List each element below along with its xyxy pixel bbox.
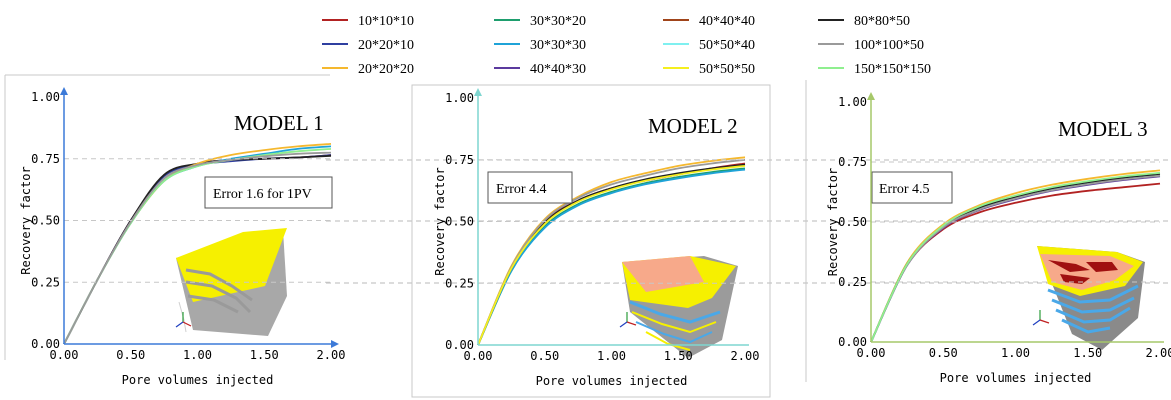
y-tick-label: 1.00	[445, 91, 474, 105]
model-1-3d-block	[176, 228, 287, 336]
legend-label: 80*80*50	[854, 14, 910, 29]
y-axis-label: Recovery factor	[19, 166, 33, 274]
y-tick-label: 0.75	[445, 153, 474, 167]
model-1-title: MODEL 1	[234, 111, 324, 135]
x-tick-label: 2.00	[731, 349, 760, 363]
model-1-error-text: Error 1.6 for 1PV	[213, 187, 312, 202]
series-line-7	[63, 151, 332, 345]
y-tick-label: 0.25	[445, 276, 474, 290]
x-tick-label: 1.50	[1073, 346, 1102, 360]
model-1-axes-triad-icon	[175, 312, 192, 328]
cross-panel-guides	[326, 159, 1171, 284]
y-tick-label: 0.50	[445, 215, 474, 229]
series-line-7	[477, 165, 746, 346]
model-3-error-box	[871, 171, 953, 204]
x-axis-arrow-icon	[331, 340, 339, 348]
x-tick-label: 1.50	[664, 349, 693, 363]
legend-label: 40*40*30	[530, 62, 586, 77]
model-2-error-text: Error 4.4	[496, 182, 547, 197]
model-2-axes-triad-icon	[619, 312, 637, 328]
axes	[474, 88, 749, 346]
legend-label: 20*20*10	[358, 38, 414, 53]
model-3-axes-triad-icon	[1032, 310, 1050, 326]
model-2-3d-block	[622, 256, 738, 358]
series-line-4	[477, 168, 746, 346]
legend-label: 20*20*20	[358, 62, 414, 77]
legend-label: 50*50*40	[699, 38, 755, 53]
chart-model-2: MODEL 2 Error 4.4 0.00 0.50 1.00 1.50 2.00 0.…	[433, 88, 759, 388]
x-tick-label: 2.00	[317, 348, 346, 362]
series-line-7	[870, 171, 1161, 343]
legend-label: 30*30*30	[530, 38, 586, 53]
chart-model-3: MODEL 3 Error 4.5 0.00 0.50 1.00 1.50 2.00 0.…	[826, 92, 1171, 385]
y-tick-label: 0.25	[838, 275, 867, 289]
x-tick-label: 0.00	[50, 348, 79, 362]
y-axis-arrow-icon	[474, 88, 482, 96]
y-tick-label: 1.00	[31, 90, 60, 104]
axes	[60, 87, 339, 348]
x-tick-label: 0.00	[464, 349, 493, 363]
y-tick-label: 0.00	[445, 338, 474, 352]
legend-label: 10*10*10	[358, 14, 414, 29]
x-tick-label: 2.00	[1146, 346, 1171, 360]
series-group	[63, 143, 332, 345]
x-tick-label: 0.00	[857, 346, 886, 360]
y-tick-label: 0.50	[838, 215, 867, 229]
x-tick-label: 1.00	[1001, 346, 1030, 360]
model-2-title: MODEL 2	[648, 114, 738, 138]
legend-label: 100*100*50	[854, 38, 924, 53]
model-3-error-text: Error 4.5	[879, 182, 930, 197]
y-tick-label: 0.75	[838, 155, 867, 169]
x-tick-label: 1.00	[183, 348, 212, 362]
chart-model-1: MODEL 1 Error 1.6 for 1PV 0.00 0.50 1.00 1.…	[19, 87, 345, 387]
series-group	[477, 156, 746, 346]
y-axis-arrow-icon	[867, 92, 875, 100]
x-tick-label: 0.50	[116, 348, 145, 362]
legend-label: 40*40*40	[699, 14, 755, 29]
y-tick-label: 0.25	[31, 275, 60, 289]
panel-2-frame	[411, 84, 771, 398]
y-axis-arrow-icon	[60, 87, 68, 95]
legend-label: 50*50*50	[699, 62, 755, 77]
legend-label: 150*150*150	[854, 62, 931, 77]
x-axis-label: Pore volumes injected	[940, 371, 1092, 385]
x-tick-label: 1.00	[597, 349, 626, 363]
model-2-error-box	[487, 171, 573, 204]
axes	[867, 92, 1164, 343]
y-tick-label: 0.50	[31, 214, 60, 228]
series-group	[870, 169, 1161, 343]
legend-label: 30*30*20	[530, 14, 586, 29]
model-1-error-box	[204, 176, 333, 209]
legend: 10*10*10 20*20*10 20*20*20 30*30*20 30*30*30…	[322, 14, 931, 77]
x-tick-label: 0.50	[530, 349, 559, 363]
y-tick-label: 0.00	[838, 335, 867, 349]
y-axis-label: Recovery factor	[433, 167, 447, 275]
y-axis-label: Recovery factor	[826, 168, 840, 276]
model-3-title: MODEL 3	[1058, 117, 1148, 141]
y-tick-label: 1.00	[838, 95, 867, 109]
x-axis-label: Pore volumes injected	[122, 373, 274, 387]
y-tick-label: 0.00	[31, 337, 60, 351]
x-tick-label: 0.50	[929, 346, 958, 360]
x-axis-label: Pore volumes injected	[536, 374, 688, 388]
x-tick-label: 1.50	[250, 348, 279, 362]
model-3-3d-block	[1037, 246, 1145, 350]
y-tick-label: 0.75	[31, 152, 60, 166]
